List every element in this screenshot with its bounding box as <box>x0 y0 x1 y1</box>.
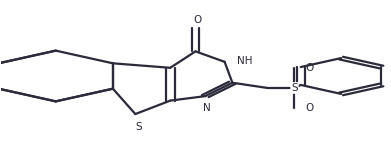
Text: S: S <box>291 83 298 93</box>
Text: O: O <box>305 63 314 73</box>
Text: O: O <box>193 15 202 24</box>
Text: S: S <box>135 121 142 131</box>
Text: O: O <box>305 103 314 113</box>
Text: NH: NH <box>237 56 253 66</box>
Text: N: N <box>203 103 211 113</box>
